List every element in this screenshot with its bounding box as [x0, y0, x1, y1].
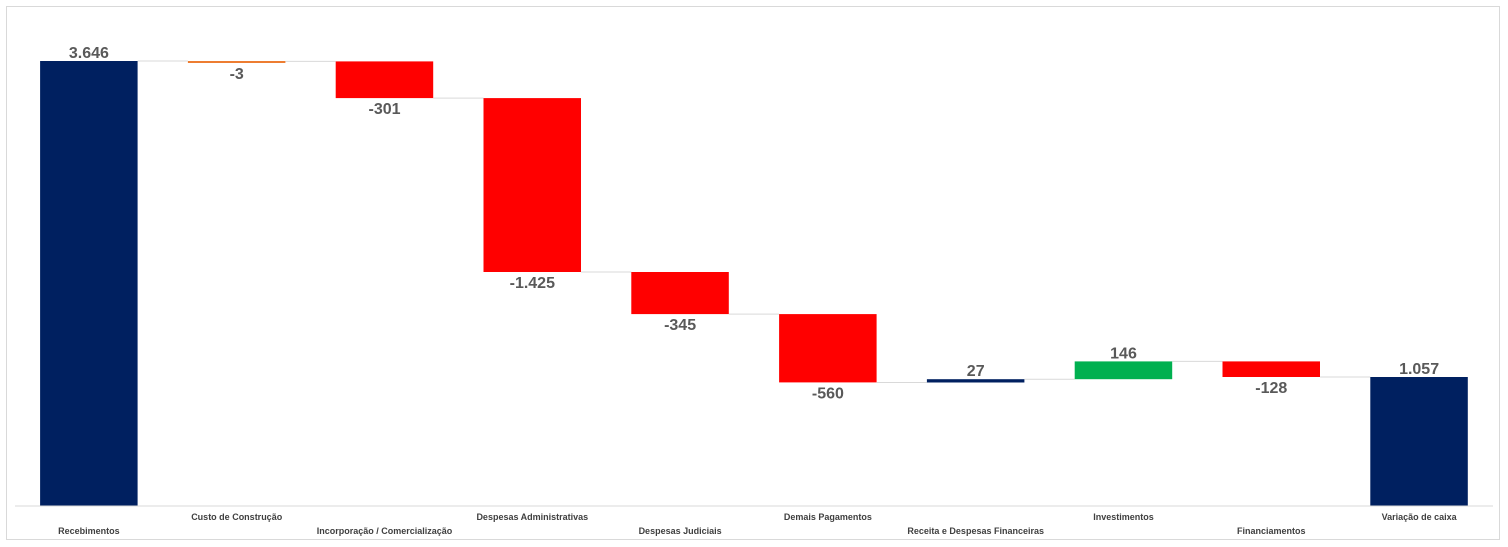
- category-label-9: Financiamentos: [1237, 526, 1306, 536]
- bar-5: [631, 272, 729, 315]
- category-label-2: Custo de Construção: [191, 512, 283, 522]
- data-label-7: 27: [967, 363, 985, 380]
- category-label-8: Investimentos: [1093, 512, 1154, 522]
- bars: [40, 61, 1468, 506]
- data-label-4: -1.425: [510, 275, 555, 292]
- data-label-6: -560: [812, 386, 844, 403]
- data-label-8: 146: [1110, 345, 1137, 362]
- bar-3: [335, 61, 434, 99]
- bar-8: [1074, 361, 1173, 380]
- data-label-9: -128: [1255, 380, 1287, 397]
- category-label-4: Despesas Administrativas: [476, 512, 588, 522]
- category-labels: Recebimentos Custo de Construção Incorpora…: [58, 512, 1457, 536]
- connector-lines: [137, 60, 1371, 383]
- category-label-6: Demais Pagamentos: [784, 512, 872, 522]
- bar-9: [1222, 361, 1320, 377]
- bar-6: [779, 314, 877, 383]
- data-label-3: -301: [368, 101, 400, 118]
- data-label-1: 3.646: [69, 45, 109, 62]
- category-label-1: Recebimentos: [58, 526, 120, 536]
- category-label-3: Incorporação / Comercialização: [317, 526, 453, 536]
- bar-2: [187, 61, 286, 63]
- data-label-10: 1.057: [1399, 361, 1439, 378]
- waterfall-chart: 3.646-3-301-1.425-345-56027146-1281.057 …: [15, 45, 1493, 536]
- bar-10: [1370, 377, 1468, 506]
- chart-area: 3.646 -3 -301 -1.425 -345 -560 27 146 -128 1.057 …: [6, 6, 1500, 540]
- data-label-5: -345: [664, 317, 696, 334]
- category-label-5: Despesas Judiciais: [639, 526, 722, 536]
- category-label-7: Receita e Despesas Financeiras: [907, 526, 1044, 536]
- bar-4: [483, 98, 581, 272]
- bar-7: [926, 379, 1025, 383]
- bar-1: [40, 61, 138, 506]
- data-labels: 3.646 -3 -301 -1.425 -345 -560 27 146 -128 1.057: [69, 45, 1439, 403]
- data-label-2: -3: [230, 66, 244, 83]
- category-label-10: Variação de caixa: [1382, 512, 1458, 522]
